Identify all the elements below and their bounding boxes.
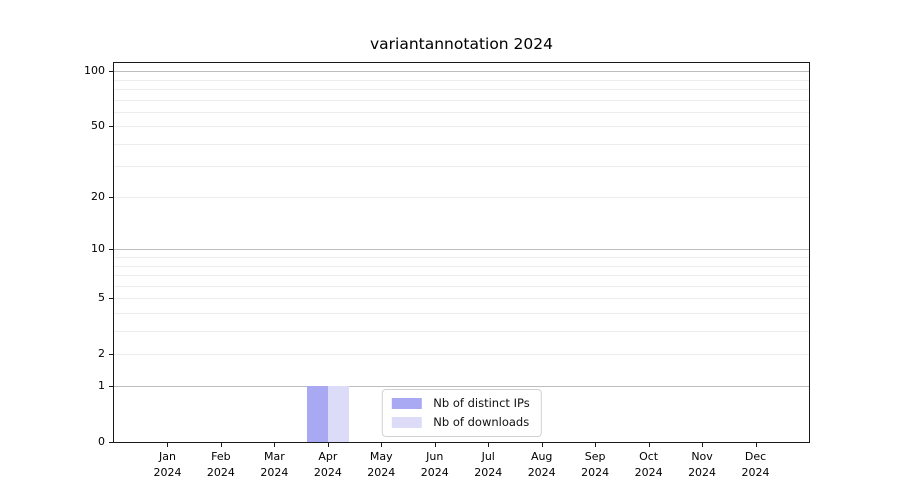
legend-item-downloads: Nb of downloads	[391, 416, 529, 429]
legend-item-distinct-ips: Nb of distinct IPs	[391, 396, 530, 410]
x-tick-mark	[167, 443, 169, 447]
y-tick-label: 20	[91, 190, 105, 204]
minor-gridline	[114, 330, 809, 332]
x-tick-label: Mar 2024	[247, 449, 301, 481]
x-tick-mark	[274, 443, 276, 447]
x-tick-label: Aug 2024	[515, 449, 569, 481]
gridlines-layer	[114, 63, 809, 442]
x-tick-year: 2024	[153, 466, 182, 479]
minor-gridline	[114, 298, 809, 300]
x-tick-month: May	[369, 450, 393, 463]
major-gridline	[114, 386, 809, 388]
x-tick-mark	[488, 443, 490, 447]
y-tick-mark	[109, 298, 113, 300]
y-tick-mark	[109, 249, 113, 251]
x-tick-month: Jan	[158, 450, 176, 463]
minor-gridline	[114, 89, 809, 91]
minor-gridline	[114, 257, 809, 259]
x-tick-month: Apr	[318, 450, 338, 463]
minor-gridline	[114, 166, 809, 168]
x-tick-label: Jul 2024	[461, 449, 515, 481]
x-tick-label: Oct 2024	[622, 449, 676, 481]
minor-gridline	[114, 79, 809, 81]
x-tick-month: Jun	[426, 450, 444, 463]
minor-gridline	[114, 312, 809, 314]
x-tick-mark	[595, 443, 597, 447]
x-tick-month: Sep	[584, 450, 606, 463]
minor-gridline	[114, 353, 809, 355]
minor-gridline	[114, 274, 809, 276]
x-tick-label: Jan 2024	[140, 449, 194, 481]
x-tick-label: Sep 2024	[568, 449, 622, 481]
y-tick-label: 5	[98, 291, 105, 305]
x-tick-mark	[381, 443, 383, 447]
x-tick-year: 2024	[688, 466, 717, 479]
x-tick-mark	[327, 443, 329, 447]
minor-gridline	[114, 99, 809, 101]
minor-gridline	[114, 285, 809, 287]
bars-layer	[114, 63, 809, 442]
minor-gridline	[114, 197, 809, 199]
x-tick-label: Dec 2024	[729, 449, 783, 481]
x-tick-month: Mar	[263, 450, 285, 463]
x-tick-year: 2024	[474, 466, 503, 479]
x-tick-year: 2024	[634, 466, 663, 479]
minor-gridline	[114, 143, 809, 145]
major-gridline	[114, 249, 809, 251]
x-tick-year: 2024	[581, 466, 610, 479]
x-tick-mark	[434, 443, 436, 447]
bar-downloads	[327, 386, 350, 442]
y-tick-mark	[109, 353, 113, 355]
y-tick-label: 100	[84, 64, 105, 78]
x-tick-label: Feb 2024	[194, 449, 248, 481]
y-tick-mark	[109, 442, 113, 443]
x-tick-year: 2024	[741, 466, 770, 479]
minor-gridline	[114, 265, 809, 267]
x-tick-year: 2024	[420, 466, 449, 479]
x-tick-label: May 2024	[354, 449, 408, 481]
x-tick-mark	[755, 443, 757, 447]
x-tick-label: Jun 2024	[408, 449, 462, 481]
x-tick-month: Dec	[744, 450, 767, 463]
x-tick-mark	[220, 443, 222, 447]
x-tick-mark	[541, 443, 543, 447]
x-tick-month: Feb	[211, 450, 231, 463]
legend-label-downloads: Nb of downloads	[433, 415, 530, 429]
legend-swatch-downloads-icon	[391, 417, 422, 428]
y-tick-label: 50	[91, 119, 105, 133]
plot-area: Nb of distinct IPs Nb of downloads	[113, 62, 810, 443]
legend-label-distinct-ips: Nb of distinct IPs	[433, 396, 530, 410]
major-gridline	[114, 71, 809, 73]
x-tick-mark	[702, 443, 704, 447]
y-tick-label: 0	[98, 435, 105, 448]
y-tick-label: 10	[91, 242, 105, 256]
x-tick-year: 2024	[206, 466, 235, 479]
x-tick-year: 2024	[527, 466, 556, 479]
y-tick-label: 1	[98, 379, 105, 393]
chart-title: variantannotation 2024	[369, 35, 554, 53]
x-tick-year: 2024	[313, 466, 342, 479]
y-tick-mark	[109, 197, 113, 199]
minor-gridline	[114, 111, 809, 113]
y-tick-mark	[109, 386, 113, 388]
x-tick-month: Jul	[481, 450, 495, 463]
x-tick-month: Oct	[639, 450, 659, 463]
minor-gridline	[114, 126, 809, 128]
legend-swatch-distinct-ips-icon	[391, 398, 422, 409]
x-tick-mark	[648, 443, 650, 447]
y-tick-label: 2	[98, 346, 105, 360]
legend: Nb of distinct IPs Nb of downloads	[381, 389, 542, 437]
y-tick-mark	[109, 71, 113, 73]
x-tick-year: 2024	[260, 466, 289, 479]
x-tick-month: Aug	[530, 450, 553, 463]
bar-distinct-ips	[306, 386, 328, 442]
x-tick-year: 2024	[367, 466, 396, 479]
x-tick-label: Nov 2024	[675, 449, 729, 481]
y-tick-mark	[109, 126, 113, 128]
x-tick-label: Apr 2024	[301, 449, 355, 481]
x-tick-month: Nov	[691, 450, 713, 463]
